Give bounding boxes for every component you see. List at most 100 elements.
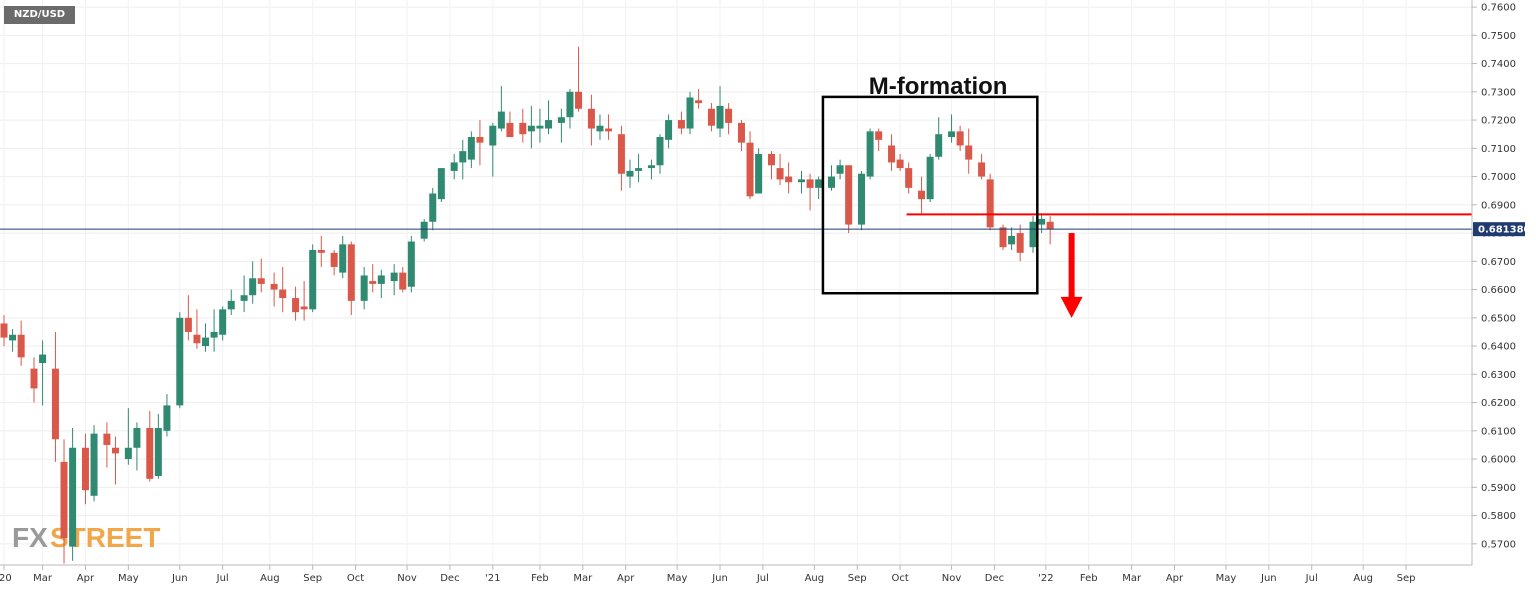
candle (202, 323, 210, 352)
candle-body (875, 131, 883, 140)
candle-body (81, 447, 89, 491)
candle (806, 173, 814, 211)
candle-body (429, 193, 437, 222)
x-tick-label: Jul (1305, 573, 1318, 584)
candle (407, 235, 415, 293)
candle-body (935, 134, 943, 157)
candle (866, 128, 874, 180)
candle-body (240, 295, 248, 301)
y-tick-label: 0.6500 (1481, 313, 1516, 324)
candle (875, 128, 883, 152)
candle (17, 320, 25, 366)
candle-body (647, 165, 655, 169)
candle-body (1046, 221, 1054, 230)
candle (210, 309, 218, 352)
candle (1046, 216, 1054, 245)
candle (707, 103, 715, 132)
candle (888, 134, 896, 171)
candle-body (459, 151, 467, 163)
candle-body (746, 142, 754, 197)
m-formation-box (821, 95, 1039, 295)
candle-body (1038, 218, 1046, 225)
y-tick-label: 0.7000 (1481, 172, 1516, 183)
candle-body (1016, 233, 1024, 253)
candle (249, 261, 257, 304)
candle-body (450, 162, 458, 171)
candle (124, 408, 132, 465)
candle (467, 131, 475, 169)
candle-body (605, 128, 613, 132)
candle-body (815, 179, 823, 188)
candle (0, 314, 8, 347)
candle-body (1029, 221, 1037, 248)
candle-body (677, 120, 685, 129)
candle (506, 111, 514, 138)
candle-body (399, 272, 407, 290)
candle-body (39, 354, 47, 364)
candle (776, 153, 784, 186)
candle-body (965, 145, 973, 160)
y-tick-label: 0.6400 (1481, 342, 1516, 353)
x-tick-label: Jun (711, 573, 728, 584)
candle-body (176, 317, 184, 406)
candle-body (845, 165, 853, 225)
candle-body (905, 168, 913, 188)
x-tick-label: '20 (0, 573, 12, 584)
candle (163, 394, 171, 437)
candle-body (785, 176, 793, 183)
y-tick-label: 0.5800 (1481, 511, 1516, 522)
candle-body (767, 153, 775, 166)
candle-body (626, 170, 634, 177)
candle-body (665, 120, 673, 140)
candle (347, 241, 355, 315)
candle-body (725, 108, 733, 123)
candle (647, 159, 655, 180)
candle (519, 108, 527, 143)
candle (716, 86, 724, 138)
candle-body (300, 306, 308, 310)
m-formation-label: M-formation (869, 73, 1008, 100)
candle (270, 272, 278, 307)
x-tick-label: Apr (1166, 573, 1184, 584)
x-tick-label: Jul (216, 573, 229, 584)
candle (605, 114, 613, 140)
candle (279, 266, 287, 313)
fxstreet-watermark: FX STREET (12, 522, 160, 553)
candle-body (227, 300, 235, 310)
candle (836, 159, 844, 180)
candle (999, 224, 1007, 251)
y-tick-label: 0.6900 (1481, 200, 1516, 211)
candle-body (519, 122, 527, 135)
candle (935, 117, 943, 160)
candle-body (330, 252, 338, 267)
candle (227, 289, 235, 315)
candle-body (948, 131, 956, 138)
candle (815, 176, 823, 200)
candle (635, 153, 643, 183)
x-tick-label: Mar (573, 573, 593, 584)
candle (557, 108, 565, 143)
candle-body (317, 250, 325, 253)
candle-body (369, 281, 377, 284)
candle-body (292, 298, 300, 313)
candle (497, 86, 505, 132)
candle-body (30, 368, 38, 389)
candle-body (210, 331, 218, 338)
candle (429, 187, 437, 231)
y-tick-label: 0.6200 (1481, 398, 1516, 409)
candle (596, 114, 604, 140)
candle (986, 173, 994, 231)
candle-body (858, 173, 866, 225)
candle (459, 139, 467, 180)
candle (737, 120, 745, 152)
candle (437, 168, 445, 202)
candle (1016, 224, 1024, 262)
candle (184, 295, 192, 341)
candle-body (635, 168, 643, 171)
y-tick-label: 0.7200 (1481, 116, 1516, 127)
candle (656, 134, 664, 174)
candle-body (202, 337, 210, 347)
watermark-fx: FX (12, 522, 48, 553)
candle (665, 114, 673, 149)
